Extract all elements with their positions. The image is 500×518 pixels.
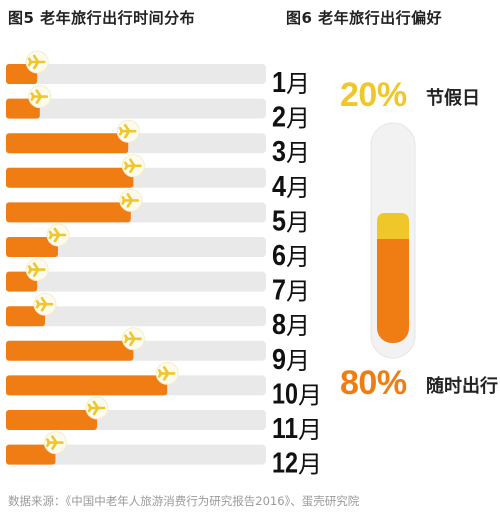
bar-12 <box>6 444 56 465</box>
bar-track <box>6 306 266 327</box>
airplane-shape <box>27 54 46 70</box>
airplane-icon <box>28 85 52 109</box>
airplane-icon <box>46 223 70 247</box>
bar-5 <box>6 202 131 223</box>
month-label-10: 10月 <box>272 378 322 410</box>
airplane-icon <box>121 327 145 351</box>
right-chart-title: 图6 老年旅行出行偏好 <box>286 9 443 27</box>
month-label-11: 11月 <box>272 413 322 445</box>
airplane-shape <box>124 158 142 174</box>
airplane-shape <box>30 89 49 104</box>
airplane-icon <box>119 188 143 212</box>
data-source: 数据来源：《中国中老年人旅游消费行为研究报告2016》、蛋壳研究院 <box>8 494 360 508</box>
anytime-label: 随时出行 <box>426 376 498 397</box>
bar-8 <box>6 306 45 327</box>
month-label-7: 7月 <box>272 275 310 307</box>
month-label-2: 2月 <box>272 102 310 134</box>
bar-track <box>6 98 266 119</box>
airplane-shape <box>48 227 67 243</box>
gauge-segment-anytime <box>377 213 409 343</box>
bar-3 <box>6 133 129 154</box>
bar-9 <box>6 340 134 361</box>
bar-11 <box>6 410 97 430</box>
holiday-percentage: 20% <box>340 76 407 114</box>
airplane-icon <box>25 258 49 282</box>
month-label-9: 9月 <box>272 344 310 376</box>
airplane-shape <box>46 435 64 450</box>
month-label-5: 5月 <box>272 205 310 237</box>
month-label-6: 6月 <box>272 240 310 272</box>
month-label-4: 4月 <box>272 171 310 203</box>
airplane-shape <box>27 262 46 277</box>
airplane-icon <box>121 154 145 178</box>
month-label-12: 12月 <box>272 448 322 480</box>
airplane-shape <box>157 366 176 381</box>
airplane-shape <box>118 123 137 139</box>
month-label-8: 8月 <box>272 309 310 341</box>
gauge-segment-holiday <box>377 213 409 239</box>
bar-track <box>6 271 266 292</box>
bar-track <box>6 64 266 84</box>
airplane-icon <box>43 431 67 455</box>
airplane-shape <box>35 296 54 312</box>
airplane-icon <box>155 361 179 385</box>
bar-6 <box>6 237 58 257</box>
month-label-3: 3月 <box>272 136 310 168</box>
airplane-shape <box>124 331 142 347</box>
airplane-icon <box>85 396 109 420</box>
anytime-percentage: 80% <box>340 364 407 402</box>
bar-track <box>6 237 266 257</box>
airplane-shape <box>87 400 106 416</box>
bar-10 <box>6 375 168 396</box>
left-chart-title: 图5 老年旅行出行时间分布 <box>8 9 196 27</box>
airplane-icon <box>33 292 57 316</box>
bar-track <box>6 444 266 465</box>
airplane-icon <box>116 119 140 143</box>
month-label-1: 1月 <box>272 67 310 99</box>
bar-4 <box>6 167 134 188</box>
airplane-shape <box>121 193 140 208</box>
holiday-label: 节假日 <box>426 88 480 109</box>
airplane-icon <box>25 50 49 74</box>
